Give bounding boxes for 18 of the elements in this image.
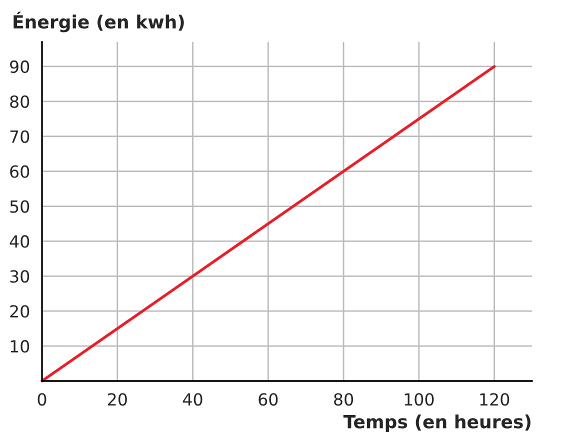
y-tick-label: 30: [10, 270, 30, 283]
x-tick-label: 100: [404, 393, 434, 406]
x-tick-label: 40: [182, 393, 202, 406]
y-tick-label: 50: [10, 200, 30, 213]
x-axis-title: Temps (en heures): [343, 414, 530, 432]
y-tick-label: 80: [10, 95, 30, 108]
y-tick-label: 10: [10, 340, 30, 353]
y-tick-label: 70: [10, 130, 30, 143]
x-tick-label: 20: [108, 393, 127, 406]
y-tick-label: 20: [10, 305, 30, 318]
y-tick-label: 40: [10, 235, 30, 248]
y-axis-title: Énergie (en kwh): [14, 12, 184, 32]
x-tick-label: 80: [334, 393, 354, 406]
y-tick-label: 60: [10, 165, 30, 178]
x-tick-label: 60: [258, 393, 278, 406]
y-tick-label: 90: [10, 60, 30, 74]
x-tick-label: 0: [38, 393, 46, 406]
x-tick-label: 120: [480, 393, 510, 406]
